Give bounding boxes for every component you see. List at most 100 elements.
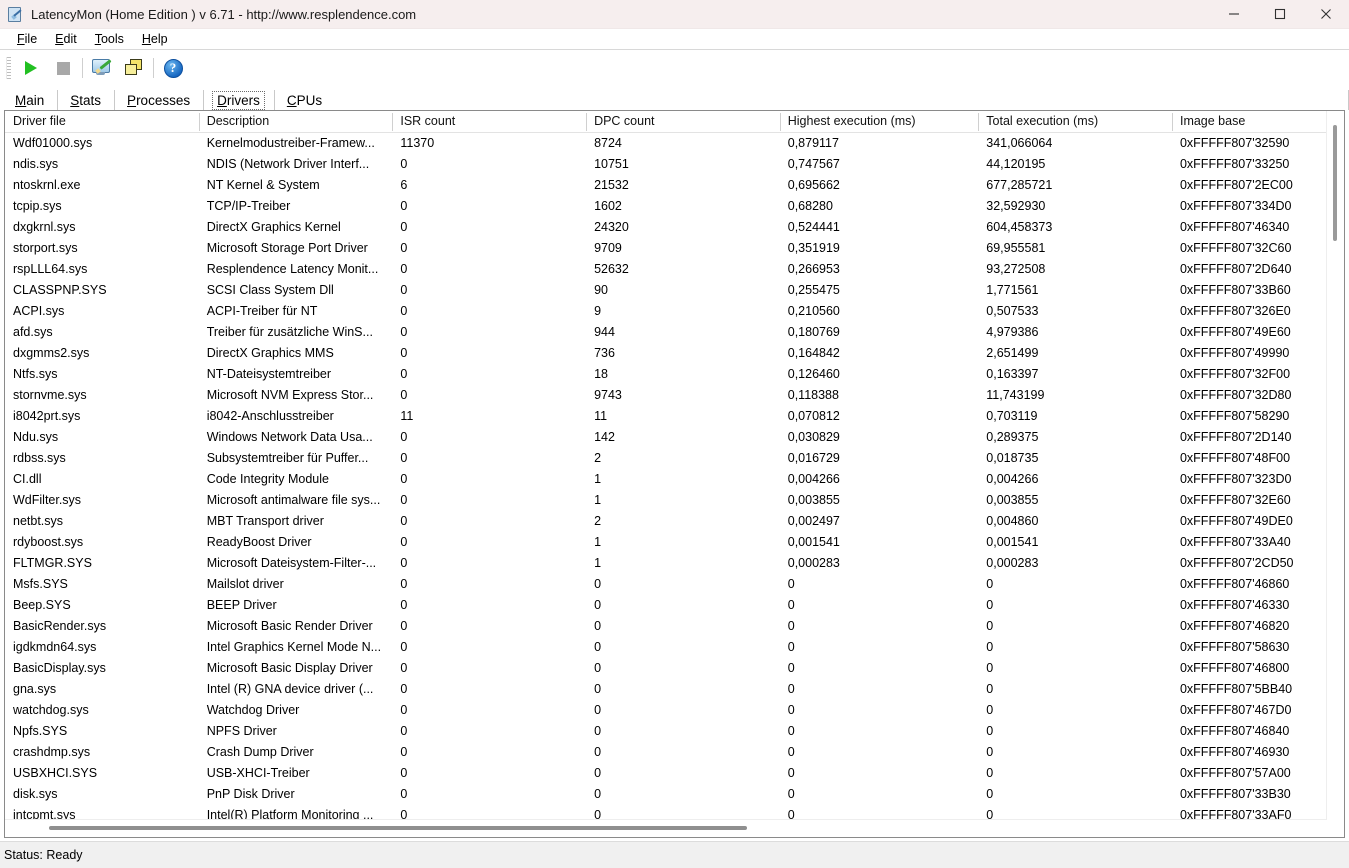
tab-processes[interactable]: Processes [114,86,203,114]
table-row[interactable]: dxgkrnl.sys DirectX Graphics Kernel 0 24320… [5,217,1327,238]
table-cell: netbt.sys [13,514,64,528]
table-cell: 0 [986,724,994,738]
maximize-icon[interactable] [1257,0,1303,28]
table-row[interactable]: Msfs.SYS Mailslot driver 0 0 0 0 0xFFFFF807'46… [5,574,1327,595]
table-row[interactable]: i8042prt.sys i8042-Anschlusstreiber 11 11 0,… [5,406,1327,427]
table-cell: 0,004266 [787,472,840,486]
tab-main[interactable]: Main [2,86,57,114]
table-cell: 0 [594,619,602,633]
tab-drivers[interactable]: Drivers [203,86,274,114]
table-cell: igdkmdn64.sys [13,640,97,654]
table-cell: 0xFFFFF807'46330 [1179,598,1290,612]
table-cell: 0,030829 [787,430,840,444]
table-row[interactable]: WdFilter.sys Microsoft antimalware file s… [5,490,1327,511]
table-row[interactable]: Ntfs.sys NT-Dateisystemtreiber 0 18 0,126460… [5,364,1327,385]
table-cell: 0,68280 [787,199,833,213]
table-cell: 0xFFFFF807'46800 [1179,661,1290,675]
table-cell: 142 [594,430,615,444]
table-row[interactable]: Beep.SYS BEEP Driver 0 0 0 0 0xFFFFF807'46330 [5,595,1327,616]
table-row[interactable]: dxgmms2.sys DirectX Graphics MMS 0 736 0,164… [5,343,1327,364]
table-row[interactable]: igdkmdn64.sys Intel Graphics Kernel Mode … [5,637,1327,658]
menu-item-tools[interactable]: Tools [86,32,133,46]
horizontal-scrollbar-thumb[interactable] [49,826,747,830]
table-cell: tcpip.sys [13,199,62,213]
table-cell: rspLLL64.sys [13,262,88,276]
stop-button[interactable] [47,53,79,83]
column-header-5[interactable]: Total execution (ms) [978,111,1172,133]
close-icon[interactable] [1303,0,1349,28]
table-row[interactable]: ACPI.sys ACPI-Treiber für NT 0 9 0,210560 0,5… [5,301,1327,322]
menu-item-help[interactable]: Help [133,32,177,46]
play-icon [25,61,37,75]
column-header-4[interactable]: Highest execution (ms) [779,111,979,133]
table-row[interactable]: FLTMGR.SYS Microsoft Dateisystem-Filter-.… [5,553,1327,574]
column-header-6[interactable]: Image base [1171,111,1327,133]
tab-cpus[interactable]: CPUs [273,86,335,114]
table-cell: disk.sys [13,787,58,801]
table-row[interactable]: netbt.sys MBT Transport driver 0 2 0,002497 0… [5,511,1327,532]
tab-bar: Main Stats Processes Drivers CPUs [0,86,1349,114]
table-row[interactable]: CLASSPNP.SYS SCSI Class System Dll 0 90 0,25… [5,280,1327,301]
column-header-3[interactable]: DPC count [586,111,780,133]
table-cell: 0,524441 [787,220,840,234]
toolbar-grip[interactable] [6,57,11,79]
table-row[interactable]: gna.sys Intel (R) GNA device driver (... 0… [5,679,1327,700]
table-row[interactable]: disk.sys PnP Disk Driver 0 0 0 0 0xFFFFF807'33… [5,784,1327,805]
table-cell: 0,016729 [787,451,840,465]
table-row[interactable]: rspLLL64.sys Resplendence Latency Monit..… [5,259,1327,280]
table-cell: 0 [986,787,994,801]
table-cell: 0xFFFFF807'49DE0 [1179,514,1293,528]
copy-button[interactable] [118,53,150,83]
table-cell: dxgmms2.sys [13,346,90,360]
table-cell: 4,979386 [986,325,1039,339]
table-row[interactable]: watchdog.sys Watchdog Driver 0 0 0 0 0xFFFFF80… [5,700,1327,721]
table-cell: BEEP Driver [206,598,277,612]
table-cell: 69,955581 [986,241,1046,255]
table-row[interactable]: BasicRender.sys Microsoft Basic Render Dr… [5,616,1327,637]
help-button[interactable]: ? [157,53,189,83]
table-row[interactable]: BasicDisplay.sys Microsoft Basic Display … [5,658,1327,679]
table-cell: Microsoft Basic Display Driver [206,661,373,675]
vertical-scrollbar[interactable] [1326,111,1344,820]
table-cell: Microsoft NVM Express Stor... [206,388,374,402]
table-cell: 0 [594,787,602,801]
table-row[interactable]: CI.dll Code Integrity Module 0 1 0,004266 0,0… [5,469,1327,490]
table-row[interactable]: stornvme.sys Microsoft NVM Express Stor..… [5,385,1327,406]
report-button[interactable] [86,53,118,83]
table-row[interactable]: Wdf01000.sys Kernelmodustreiber-Framew...… [5,133,1327,154]
table-cell: 0 [787,724,795,738]
table-row[interactable]: ntoskrnl.exe NT Kernel & System 6 21532 0,69… [5,175,1327,196]
table-row[interactable]: storport.sys Microsoft Storage Port Drive… [5,238,1327,259]
tab-stats[interactable]: Stats [57,86,114,114]
column-header-0[interactable]: Driver file [13,113,66,128]
minimize-icon[interactable] [1211,0,1257,28]
table-row[interactable]: Ndu.sys Windows Network Data Usa... 0 142 0,… [5,427,1327,448]
table-cell: 6 [400,178,408,192]
table-row[interactable]: ndis.sys NDIS (Network Driver Interf... 0 1… [5,154,1327,175]
table-row[interactable]: intcpmt.sys Intel(R) Platform Monitoring … [5,805,1327,820]
menu-bar: File Edit Tools Help [0,29,1349,50]
table-cell: 0 [594,640,602,654]
table-cell: 0 [594,703,602,717]
table-row[interactable]: rdbss.sys Subsystemtreiber für Puffer... 0… [5,448,1327,469]
table-row[interactable]: tcpip.sys TCP/IP-Treiber 0 1602 0,68280 32,59… [5,196,1327,217]
table-cell: 8724 [594,136,622,150]
column-header-2[interactable]: ISR count [392,111,586,133]
horizontal-scrollbar[interactable] [5,819,1327,837]
table-cell: 0xFFFFF807'46930 [1179,745,1290,759]
table-row[interactable]: Npfs.SYS NPFS Driver 0 0 0 0 0xFFFFF807'46840 [5,721,1327,742]
menu-item-edit[interactable]: Edit [46,32,86,46]
start-button[interactable] [15,53,47,83]
table-cell: 0,001541 [787,535,840,549]
vertical-scrollbar-thumb[interactable] [1333,125,1337,241]
table-cell: 0,695662 [787,178,840,192]
column-header-1[interactable]: Description [198,111,393,133]
menu-item-file[interactable]: File [8,32,46,46]
table-cell: 1 [594,535,602,549]
table-row[interactable]: afd.sys Treiber für zusätzliche WinS... 0 9… [5,322,1327,343]
table-row[interactable]: rdyboost.sys ReadyBoost Driver 0 1 0,001541 0… [5,532,1327,553]
table-cell: 0 [400,325,408,339]
table-row[interactable]: crashdmp.sys Crash Dump Driver 0 0 0 0 0xFFFFF… [5,742,1327,763]
table-row[interactable]: USBXHCI.SYS USB-XHCI-Treiber 0 0 0 0 0xFFFFF80… [5,763,1327,784]
table-cell: 0,879117 [787,136,839,150]
